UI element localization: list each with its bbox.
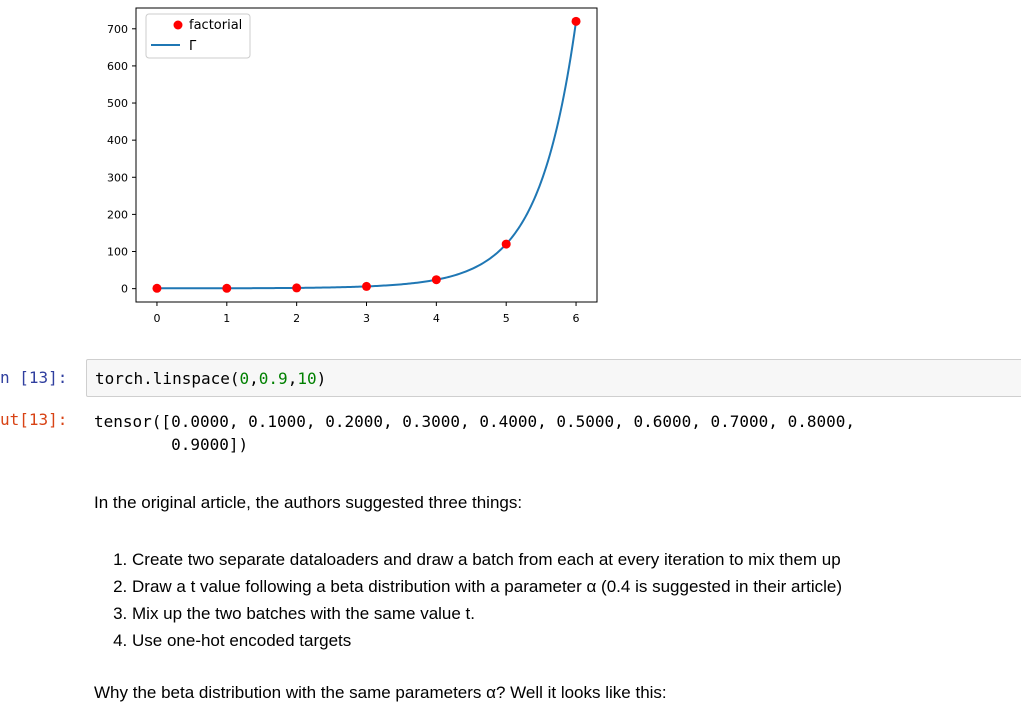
list-item: Use one-hot encoded targets [132,627,1014,654]
factorial-point [431,275,441,285]
factorial-point [362,281,371,291]
code-comma-1: , [249,369,259,388]
x-tick-label: 4 [433,312,440,325]
x-tick-label: 0 [153,312,160,325]
factorial-gamma-chart: 0 100 200 300 400 500 600 700 0 1 2 3 4 5 6 factorial Γ [0,0,640,335]
x-tick-label: 6 [573,312,580,325]
y-tick-label: 0 [121,283,128,296]
markdown-cell: In the original article, the authors sug… [94,490,1014,706]
code-text: torch.linspace(0,0.9,10) [95,369,326,388]
x-tick-label: 5 [503,312,510,325]
y-tick-label: 700 [107,23,128,36]
x-tick-label: 1 [223,312,230,325]
markdown-closing: Why the beta distribution with the same … [94,683,667,702]
y-tick-label: 300 [107,171,128,184]
factorial-point [571,16,581,26]
code-input-cell[interactable]: torch.linspace(0,0.9,10) [86,359,1021,397]
output-prompt: ut[13]: [0,410,68,429]
factorial-point [501,239,511,249]
code-comma-2: , [287,369,298,388]
chart-svg: 0 100 200 300 400 500 600 700 0 1 2 3 4 5 6 factorial Γ [107,7,598,325]
code-arg-start: 0 [239,369,250,388]
list-item: Draw a t value following a beta distribu… [132,573,1014,600]
factorial-point [152,283,162,293]
list-item: Create two separate dataloaders and draw… [132,546,1014,573]
list-item: Mix up the two batches with the same val… [132,600,1014,627]
legend-factorial-label: factorial [189,18,242,33]
factorial-point [292,283,302,293]
code-suffix: ) [316,369,327,388]
y-tick-label: 100 [107,246,128,259]
y-tick-label: 200 [107,208,128,221]
code-arg-end: 0.9 [258,369,288,388]
y-tick-label: 500 [107,97,128,110]
y-tick-label: 600 [107,60,128,73]
suggestions-list: Create two separate dataloaders and draw… [94,546,1014,654]
input-prompt: n [13]: [0,368,68,387]
x-tick-label: 2 [293,312,300,325]
legend-gamma-label: Γ [189,39,197,54]
code-prefix: torch.linspace( [95,369,240,388]
code-arg-steps: 10 [297,369,317,388]
legend-box [145,13,251,59]
x-tick-label: 3 [363,312,370,325]
factorial-point [222,283,232,293]
markdown-intro: In the original article, the authors sug… [94,493,523,512]
y-tick-label: 400 [107,134,128,147]
output-text: tensor([0.0000, 0.1000, 0.2000, 0.3000, … [94,412,855,454]
legend-factorial-marker [173,20,183,30]
